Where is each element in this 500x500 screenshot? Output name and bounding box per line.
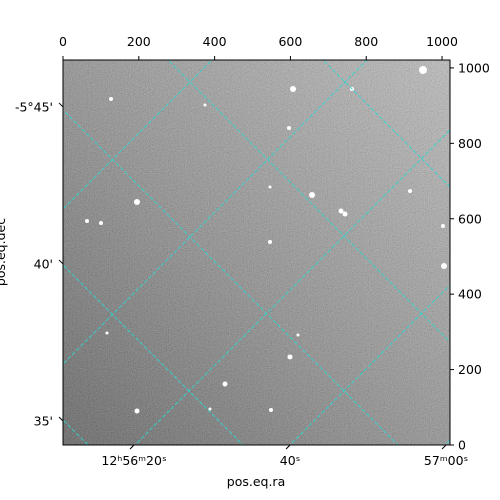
frame <box>62 59 451 446</box>
sky-image <box>63 60 450 445</box>
ra-tick <box>285 444 291 450</box>
x-axis-label: pos.eq.ra <box>227 474 285 489</box>
right-tick-label: 0 <box>458 438 466 453</box>
top-tick-label: 400 <box>203 34 227 49</box>
dec-tick-label: 40' <box>34 256 53 271</box>
top-tick-label: 600 <box>278 34 302 49</box>
top-tick-label: 0 <box>59 34 67 49</box>
y-axis-label: pos.eq.dec <box>0 218 8 286</box>
dec-tick <box>58 416 64 422</box>
dec-tick <box>58 259 64 265</box>
dec-tick-label: 35' <box>34 414 53 429</box>
ra-tick <box>129 444 135 450</box>
right-tick-label: 400 <box>458 287 482 302</box>
ra-tick-label: 12ʰ56ᵐ20ˢ <box>101 453 166 468</box>
top-tick-label: 1000 <box>426 34 458 49</box>
top-tick-label: 200 <box>127 34 151 49</box>
dec-tick-label: -5°45' <box>15 99 53 114</box>
right-tick-label: 200 <box>458 362 482 377</box>
world-grid <box>63 60 450 445</box>
dec-tick <box>58 102 64 108</box>
top-tick-label: 800 <box>354 34 378 49</box>
ra-tick-label: 40ˢ <box>280 453 301 468</box>
right-tick-label: 600 <box>458 211 482 226</box>
ra-tick-label: 57ᵐ00ˢ <box>424 453 468 468</box>
right-tick-label: 1000 <box>458 60 490 75</box>
ra-tick <box>441 444 447 450</box>
right-tick-label: 800 <box>458 136 482 151</box>
